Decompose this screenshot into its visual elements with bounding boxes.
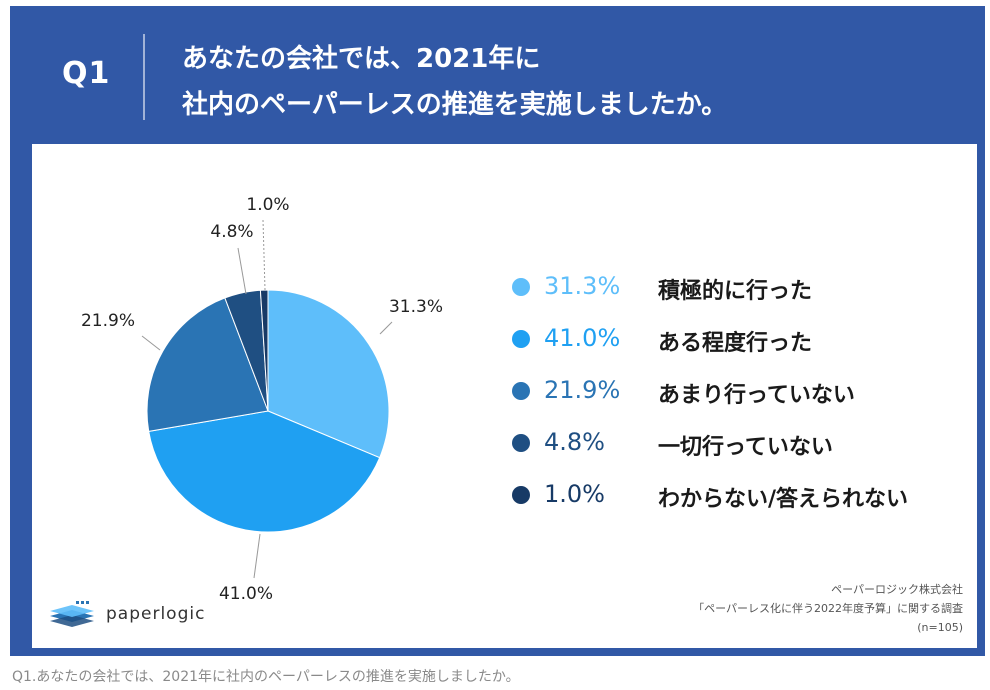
paperlogic-logo-icon: [50, 601, 94, 627]
legend-percent: 21.9%: [544, 376, 621, 404]
question-header: Q1 あなたの会社では、2021年に 社内のペーパーレスの推進を実施しましたか。: [10, 6, 985, 141]
legend-item: 4.8% 一切行っていない: [510, 428, 960, 480]
logo-text: paperlogic: [106, 604, 206, 624]
leader-line-5: [262, 219, 266, 291]
legend-percent: 4.8%: [544, 428, 605, 456]
legend-percent: 31.3%: [544, 272, 621, 300]
legend-percent: 41.0%: [544, 324, 621, 352]
legend-percent: 1.0%: [544, 480, 605, 508]
leader-line-1: [379, 321, 393, 335]
paperlogic-logo: paperlogic: [46, 596, 216, 636]
data-label-4: 4.8%: [210, 222, 253, 242]
question-line-2: 社内のペーパーレスの推進を実施しましたか。: [182, 90, 728, 120]
question-line-1: あなたの会社では、2021年に: [182, 44, 541, 74]
chart-frame: Q1 あなたの会社では、2021年に 社内のペーパーレスの推進を実施しましたか。…: [10, 6, 985, 656]
legend-label: 積極的に行った: [658, 279, 813, 304]
legend-item: 1.0% わからない/答えられない: [510, 480, 960, 532]
source-survey: 「ペーパーレス化に伴う2022年度予算」に関する調査: [693, 602, 963, 615]
legend-label: あまり行っていない: [658, 383, 855, 408]
pie-slice-1: [267, 289, 390, 459]
legend-label: 一切行っていない: [658, 435, 833, 460]
legend-item: 21.9% あまり行っていない: [510, 376, 960, 428]
source-sample-size: (n=105): [917, 621, 963, 634]
leader-line-3: [141, 335, 161, 351]
legend-item: 41.0% ある程度行った: [510, 324, 960, 376]
figure-caption: Q1.あなたの会社では、2021年に社内のペーパーレスの推進を実施しましたか。: [12, 669, 520, 685]
header-divider: [143, 34, 145, 120]
source-company: ペーパーロジック株式会社: [831, 583, 963, 596]
data-label-5: 1.0%: [246, 195, 289, 215]
pie-slice-5: [259, 289, 269, 412]
legend-label: ある程度行った: [658, 331, 813, 356]
leader-line-4: [237, 247, 247, 295]
data-label-2: 41.0%: [219, 584, 273, 604]
legend-label: わからない/答えられない: [658, 487, 909, 512]
legend-dot: [512, 486, 530, 504]
chart-panel: 31.3% 41.0% 21.9% 4.8% 1.0% 31.3% 積極的に行った 41.0…: [32, 144, 977, 648]
legend-dot: [512, 434, 530, 452]
data-label-1: 31.3%: [389, 297, 443, 317]
legend-item: 31.3% 積極的に行った: [510, 272, 960, 324]
pie-slice-3: [146, 297, 269, 433]
pie-slice-2: [148, 410, 381, 533]
source-note: ペーパーロジック株式会社 「ペーパーレス化に伴う2022年度予算」に関する調査 …: [693, 580, 963, 637]
leader-line-2: [253, 533, 261, 579]
legend-dot: [512, 330, 530, 348]
legend-dot: [512, 382, 530, 400]
legend: 31.3% 積極的に行った 41.0% ある程度行った 21.9% あまり行っていない 4.…: [510, 272, 960, 532]
question-number: Q1: [62, 56, 111, 91]
data-label-3: 21.9%: [81, 311, 135, 331]
pie-chart: 31.3% 41.0% 21.9% 4.8% 1.0%: [81, 195, 443, 604]
question-text: あなたの会社では、2021年に 社内のペーパーレスの推進を実施しましたか。: [182, 36, 962, 128]
legend-dot: [512, 278, 530, 296]
